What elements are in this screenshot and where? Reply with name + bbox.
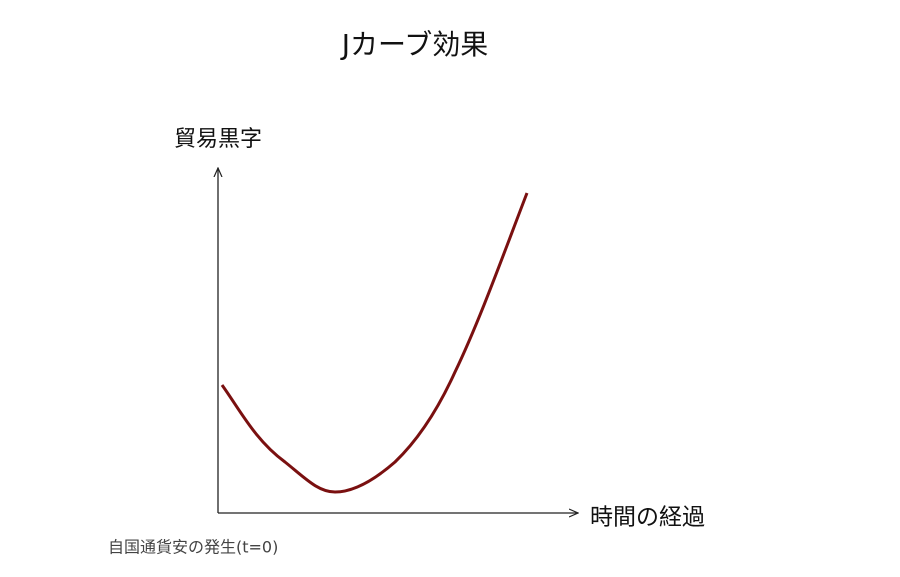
title: Jカーブ効果 — [340, 28, 489, 61]
origin-note: 自国通貨安の発生(t=0) — [108, 538, 278, 557]
j-curve — [220, 192, 529, 494]
y-axis-label: 貿易黒字 — [174, 127, 262, 152]
x-axis-label: 時間の経過 — [590, 505, 705, 531]
